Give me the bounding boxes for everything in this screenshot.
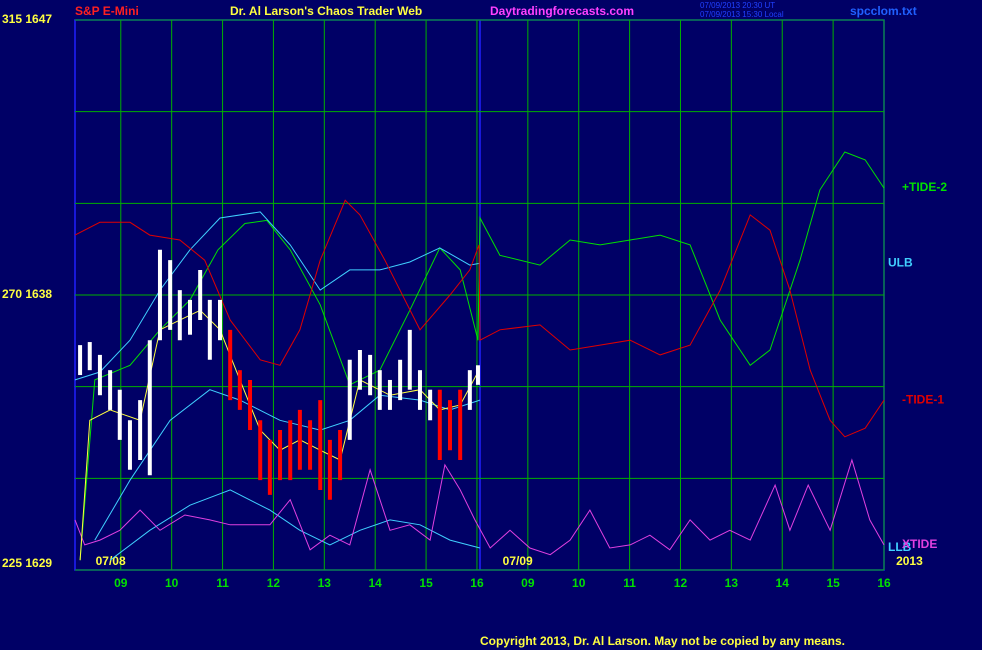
chart-title: Dr. Al Larson's Chaos Trader Web	[230, 4, 422, 18]
x-tick-label: 13	[318, 576, 332, 590]
x-tick-label: 11	[216, 576, 229, 590]
legend-label: +TIDE-2	[902, 180, 947, 194]
footer: Copyright 2013, Dr. Al Larson. May not b…	[480, 634, 845, 648]
x-tick-label: 15	[419, 576, 433, 590]
x-tick-label: 09	[114, 576, 128, 590]
x-tick-label: 14	[776, 576, 790, 590]
date-label: 07/08	[96, 554, 126, 568]
series-line	[109, 489, 481, 561]
x-tick-label: 14	[369, 576, 383, 590]
x-tick-label: 15	[826, 576, 840, 590]
instrument: S&P E-Mini	[75, 4, 139, 18]
x-tick-label: 12	[674, 576, 688, 590]
x-tick-label: 12	[267, 576, 281, 590]
legend-label: -TIDE-1	[902, 392, 944, 406]
legend-label: XTIDE	[902, 537, 937, 551]
file-name: spcclom.txt	[850, 4, 917, 18]
time-local: 07/09/2013 15:30 Local	[700, 10, 784, 19]
site: Daytradingforecasts.com	[490, 4, 634, 18]
y-tick-label: 225 1629	[2, 556, 52, 570]
series-line	[74, 458, 885, 556]
legend-label: LLB	[888, 540, 912, 554]
x-tick-label: 10	[572, 576, 586, 590]
x-tick-label: 09	[521, 576, 535, 590]
legend-label: ULB	[888, 255, 913, 269]
x-tick-label: 10	[165, 576, 179, 590]
y-tick-label: 315 1647	[2, 12, 52, 26]
x-tick-label: 13	[725, 576, 739, 590]
series-line	[74, 211, 481, 381]
grid	[75, 19, 885, 571]
date-label: 2013	[896, 554, 923, 568]
x-tick-label: 11	[623, 576, 636, 590]
y-tick-label: 270 1638	[2, 287, 52, 301]
x-tick-label: 16	[877, 576, 891, 590]
x-tick-label: 16	[470, 576, 484, 590]
time-ut: 07/09/2013 20:30 UT	[700, 1, 775, 10]
date-label: 07/09	[503, 554, 533, 568]
